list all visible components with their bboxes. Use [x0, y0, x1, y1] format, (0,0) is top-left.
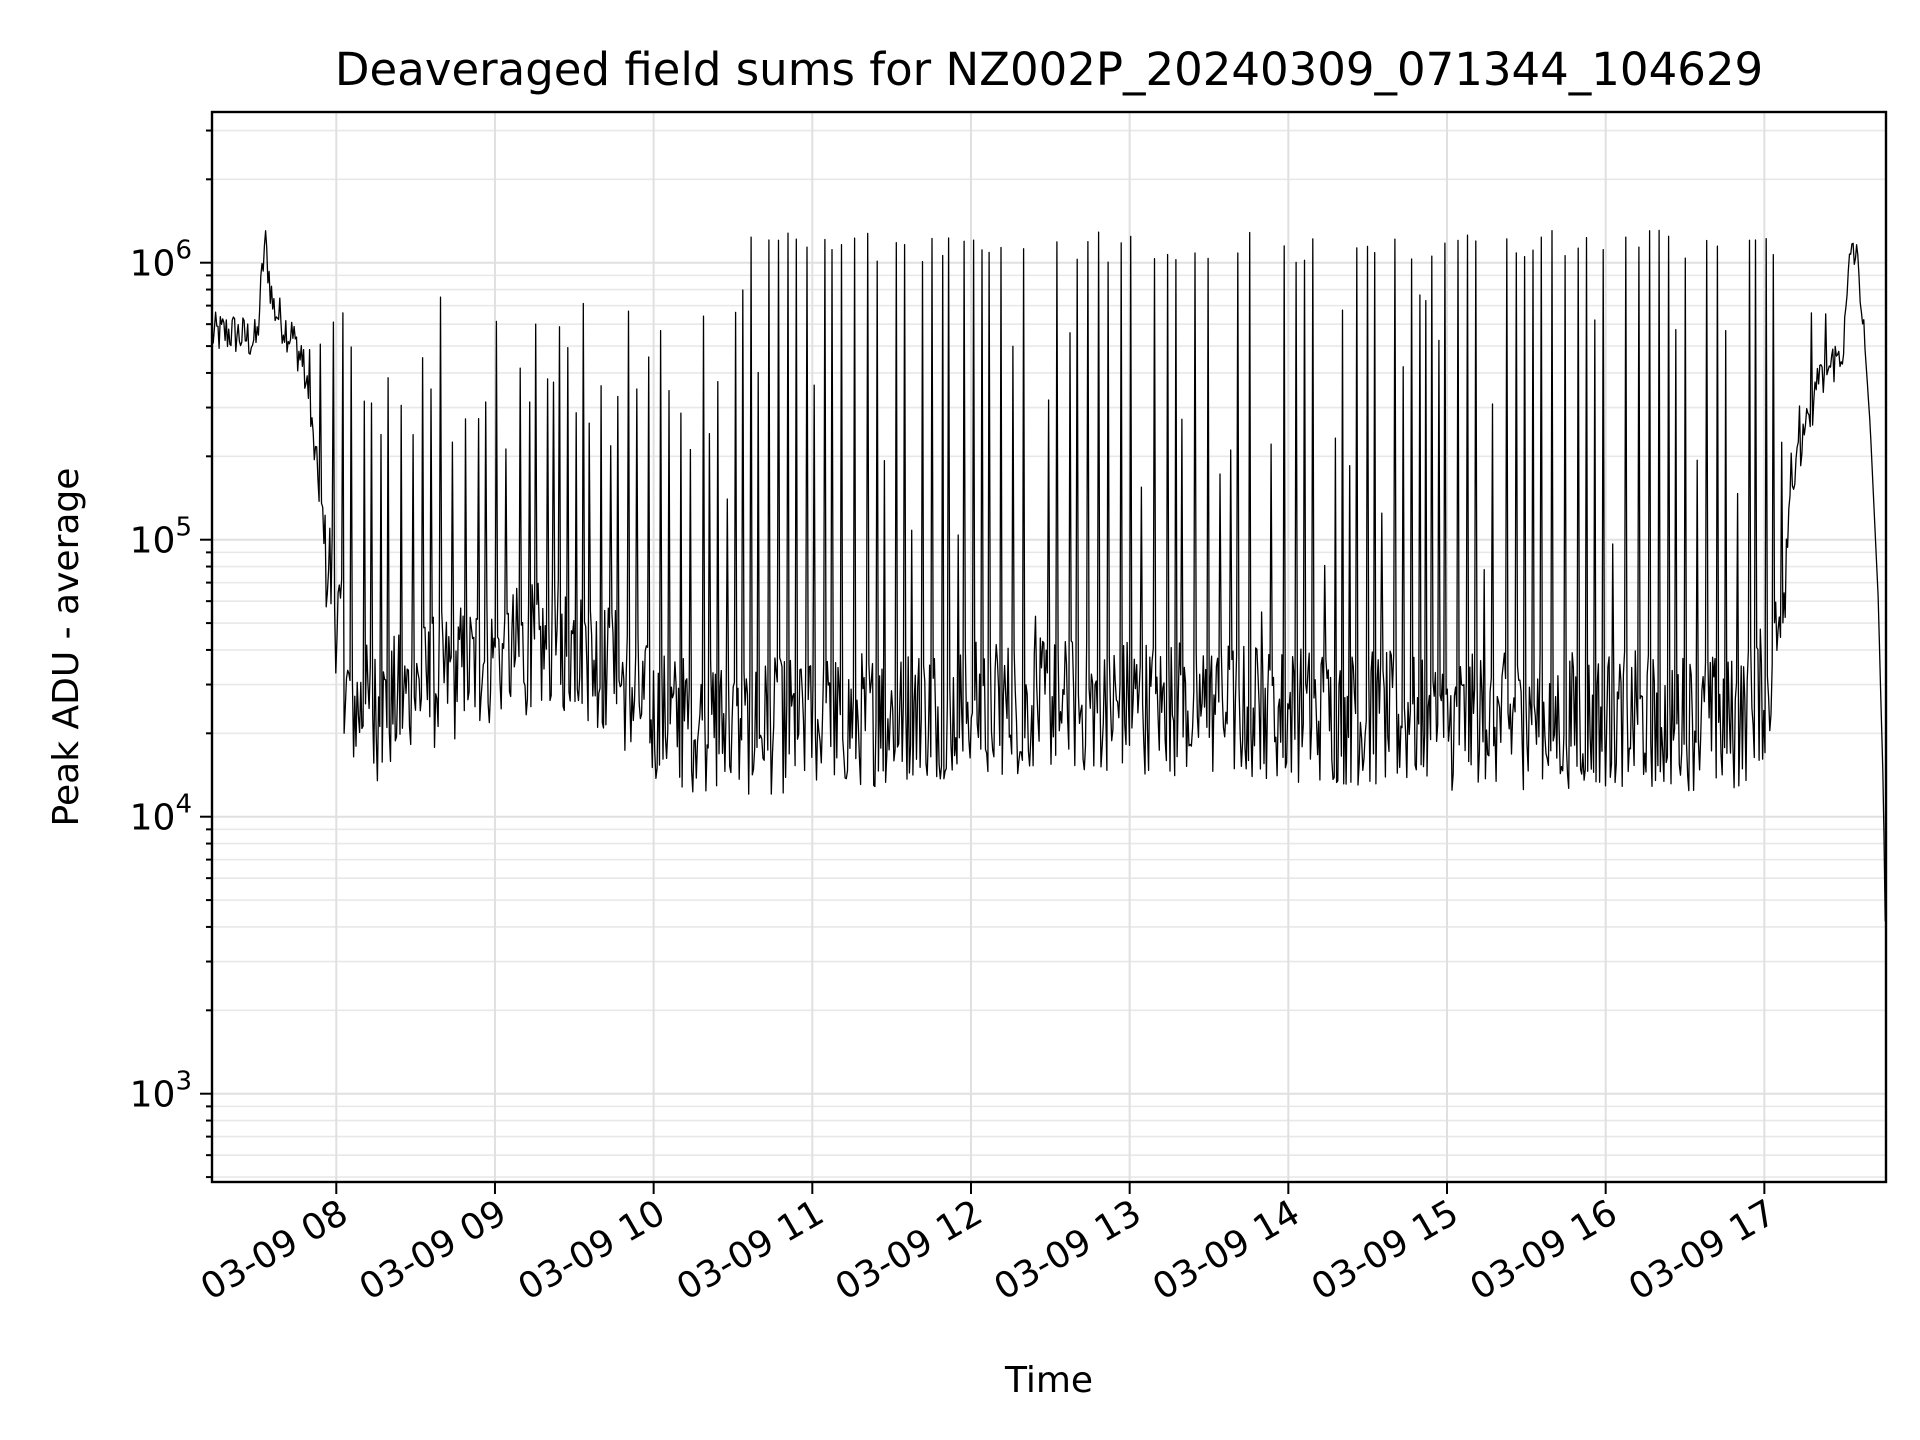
- y-tick-label: 103: [130, 1067, 192, 1116]
- plot-frame: [210, 110, 1888, 1184]
- series-line: [211, 229, 1886, 922]
- y-axis: 103 104 105 106: [130, 129, 212, 1179]
- y-axis-label: Peak ADU - average: [46, 468, 87, 827]
- y-tick-label: 105: [130, 513, 192, 562]
- y-tick-label: 104: [130, 790, 192, 839]
- chart-title: Deaveraged field sums for NZ002P_2024030…: [335, 43, 1763, 96]
- x-axis-label: Time: [1004, 1360, 1093, 1401]
- plot-data: [211, 229, 1886, 922]
- y-tick-label: 106: [130, 236, 192, 285]
